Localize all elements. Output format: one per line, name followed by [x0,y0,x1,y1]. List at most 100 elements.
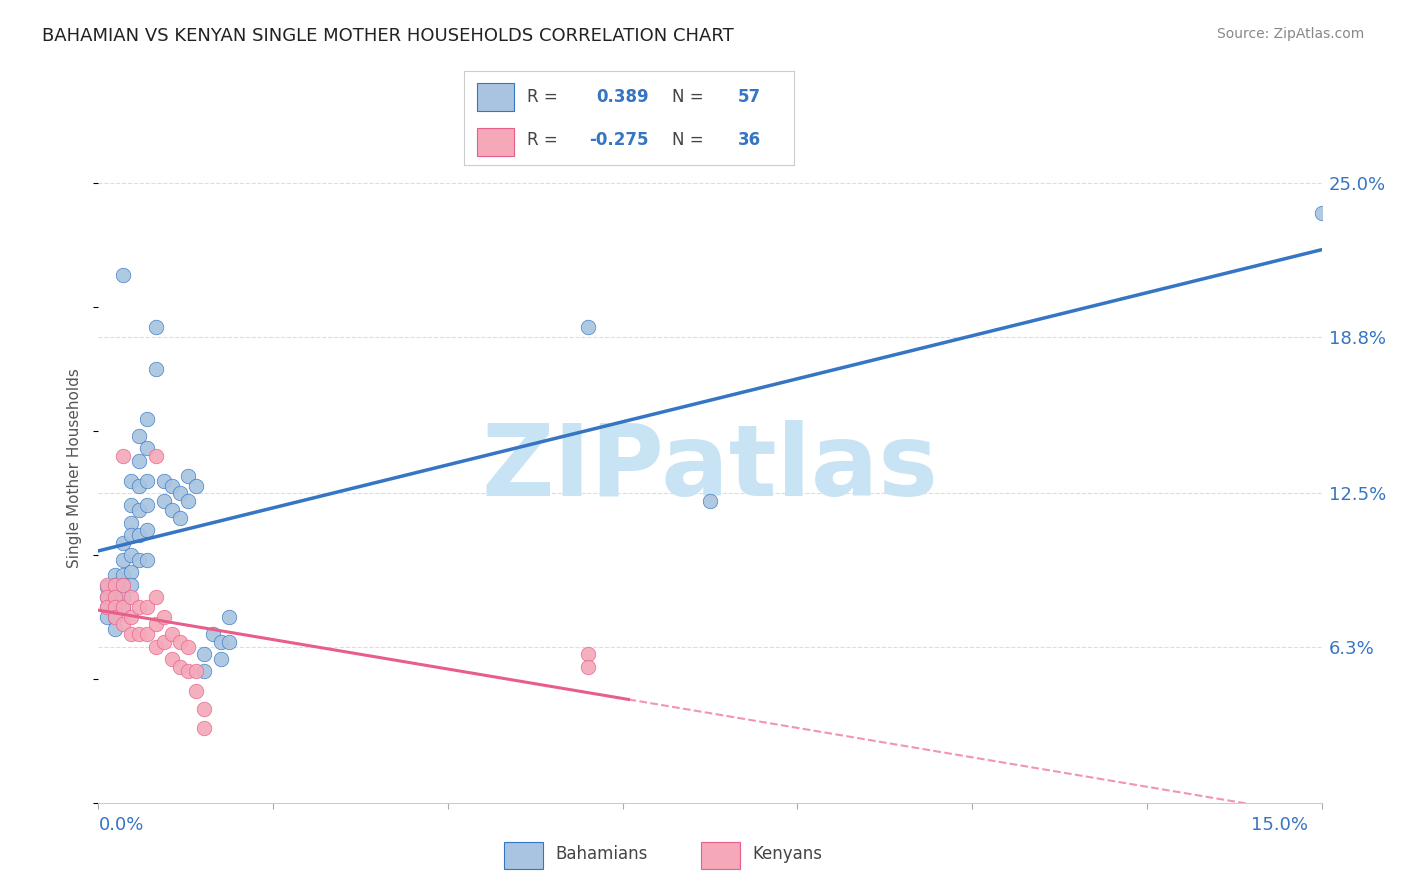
Point [96,590,118,604]
Point [136,411,159,425]
Point [104,590,127,604]
Point [160,503,183,517]
Point [104,600,127,615]
Text: ZIPatlas: ZIPatlas [482,420,938,516]
Point [186,665,208,679]
Point [120,528,142,542]
Point [218,610,240,624]
Point [111,600,134,615]
Point [120,610,142,624]
Point [576,647,599,661]
Point [136,442,159,456]
Point [96,600,118,615]
Point [111,578,134,592]
Point [111,617,134,632]
Point [104,623,127,637]
Point [120,474,142,488]
Point [136,499,159,513]
Y-axis label: Single Mother Households: Single Mother Households [67,368,83,568]
Text: 36: 36 [738,131,761,149]
Point [111,590,134,604]
Point [145,362,167,376]
Point [111,578,134,592]
Point [169,659,191,673]
Point [152,493,174,508]
Point [160,627,183,641]
Text: N =: N = [672,87,709,105]
Point [128,478,150,492]
Point [128,503,150,517]
Point [201,627,224,641]
Point [169,634,191,648]
Point [136,627,159,641]
Point [145,617,167,632]
Point [111,268,134,282]
FancyBboxPatch shape [477,128,513,156]
Point [104,610,127,624]
Point [152,474,174,488]
Point [111,567,134,582]
Point [104,578,127,592]
Point [160,478,183,492]
Point [104,590,127,604]
Point [128,528,150,542]
Point [111,449,134,463]
Point [120,627,142,641]
FancyBboxPatch shape [477,83,513,111]
Point [209,634,232,648]
Point [145,320,167,334]
Point [193,647,215,661]
Point [96,610,118,624]
Point [177,665,200,679]
Point [120,578,142,592]
Point [136,474,159,488]
Point [177,640,200,654]
Point [576,320,599,334]
Text: 15.0%: 15.0% [1250,816,1308,834]
Text: 0.389: 0.389 [596,87,648,105]
Point [111,600,134,615]
Point [218,634,240,648]
Point [120,566,142,580]
Point [96,590,118,604]
Point [152,634,174,648]
Point [136,523,159,537]
Point [128,600,150,615]
Point [120,548,142,562]
Text: Bahamians: Bahamians [555,845,648,863]
Point [128,454,150,468]
Point [699,493,721,508]
Point [104,578,127,592]
Point [169,486,191,500]
Point [104,600,127,615]
Text: R =: R = [527,87,568,105]
Text: R =: R = [527,131,562,149]
Point [152,610,174,624]
Point [104,567,127,582]
Point [186,684,208,698]
Text: 57: 57 [738,87,761,105]
Point [145,449,167,463]
Text: BAHAMIAN VS KENYAN SINGLE MOTHER HOUSEHOLDS CORRELATION CHART: BAHAMIAN VS KENYAN SINGLE MOTHER HOUSEHO… [42,27,734,45]
Text: Kenyans: Kenyans [752,845,823,863]
Point [193,722,215,736]
Point [120,499,142,513]
Point [128,627,150,641]
Point [193,665,215,679]
Point [128,429,150,443]
Point [96,580,118,594]
Point [576,659,599,673]
Point [128,553,150,567]
Point [145,640,167,654]
Point [111,535,134,549]
FancyBboxPatch shape [700,842,740,869]
Point [209,652,232,666]
Point [136,553,159,567]
Text: -0.275: -0.275 [589,131,650,149]
Point [136,600,159,615]
Point [1310,206,1333,220]
Text: 0.0%: 0.0% [98,816,143,834]
Point [111,553,134,567]
Point [96,578,118,592]
Point [193,701,215,715]
